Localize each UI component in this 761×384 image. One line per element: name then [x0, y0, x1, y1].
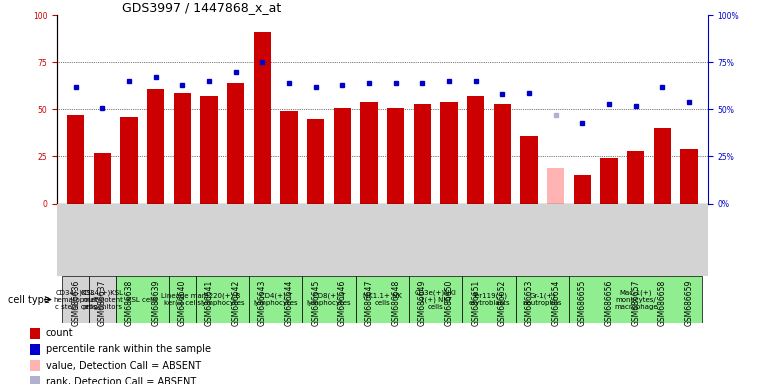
Bar	[67, 115, 84, 204]
Bar	[249, 276, 302, 323]
Bar	[280, 111, 298, 204]
Bar	[494, 104, 511, 204]
Bar	[30, 328, 40, 339]
Text: CD8(+) T
lymphocytes: CD8(+) T lymphocytes	[307, 293, 352, 306]
Bar	[307, 119, 324, 204]
Bar	[174, 93, 191, 204]
Bar	[569, 276, 702, 323]
Text: Gr-1(+)
neutrophils: Gr-1(+) neutrophils	[523, 293, 562, 306]
Bar	[227, 83, 244, 204]
Bar	[414, 104, 431, 204]
Bar	[467, 96, 485, 204]
Bar	[547, 168, 565, 204]
Text: percentile rank within the sample: percentile rank within the sample	[46, 344, 211, 354]
Text: rank, Detection Call = ABSENT: rank, Detection Call = ABSENT	[46, 377, 196, 384]
Bar	[654, 128, 671, 204]
Bar	[627, 151, 645, 204]
Bar	[94, 153, 111, 204]
Bar	[200, 96, 218, 204]
Bar	[409, 276, 463, 323]
Text: CD3e(+)NKl
1(+) NKT
cells: CD3e(+)NKl 1(+) NKT cells	[415, 289, 457, 310]
Bar	[680, 149, 698, 204]
Bar	[600, 158, 618, 204]
Text: KSL cells: KSL cells	[127, 296, 158, 303]
Text: CD34(+)KSL
multipotent
progenitors: CD34(+)KSL multipotent progenitors	[81, 289, 124, 310]
Text: CD34(-)KSL
hematopoiet
c stem cells: CD34(-)KSL hematopoiet c stem cells	[53, 289, 98, 310]
Text: count: count	[46, 328, 73, 338]
Text: value, Detection Call = ABSENT: value, Detection Call = ABSENT	[46, 361, 201, 371]
Bar	[334, 108, 351, 204]
Bar	[574, 175, 591, 204]
Bar	[521, 136, 538, 204]
Bar	[463, 276, 516, 323]
Text: CD4(+) T
lymphocytes: CD4(+) T lymphocytes	[253, 293, 298, 306]
Bar	[387, 108, 404, 204]
Bar	[89, 276, 116, 323]
Bar	[30, 376, 40, 384]
Text: NK1.1+ NK
cells: NK1.1+ NK cells	[363, 293, 402, 306]
Bar	[116, 276, 169, 323]
Bar	[355, 276, 409, 323]
Bar	[120, 117, 138, 204]
Bar	[441, 102, 457, 204]
Text: B220(+) B
lymphocytes: B220(+) B lymphocytes	[200, 293, 245, 306]
Bar	[62, 276, 89, 323]
Bar	[302, 276, 355, 323]
Text: Ter119(+)
erytroblasts: Ter119(+) erytroblasts	[468, 293, 510, 306]
Bar	[253, 32, 271, 204]
Bar	[361, 102, 377, 204]
Text: GDS3997 / 1447868_x_at: GDS3997 / 1447868_x_at	[122, 1, 282, 14]
Bar	[30, 360, 40, 371]
Bar	[516, 276, 569, 323]
Text: Mac-1(+)
monocytes/
macrophage: Mac-1(+) monocytes/ macrophage	[614, 289, 658, 310]
Text: cell type: cell type	[8, 295, 49, 305]
Bar	[196, 276, 249, 323]
Bar	[169, 276, 196, 323]
Bar	[30, 344, 40, 355]
Text: Lineage mar
ker(-) cells: Lineage mar ker(-) cells	[161, 293, 204, 306]
Bar	[147, 89, 164, 204]
